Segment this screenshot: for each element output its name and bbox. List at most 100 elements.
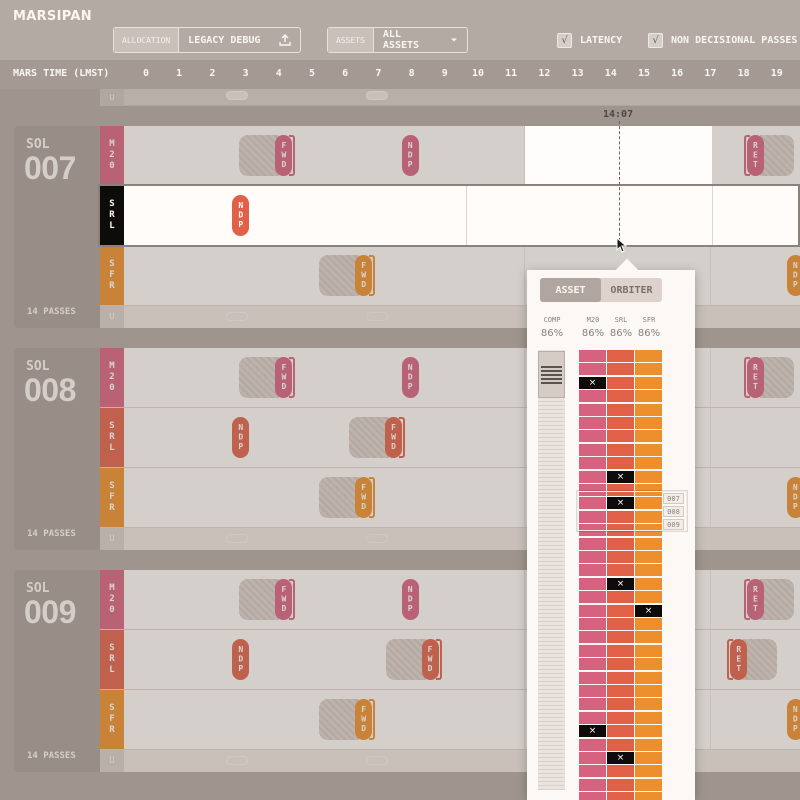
- pass-cell[interactable]: [635, 618, 662, 630]
- pass-cell[interactable]: [607, 604, 634, 617]
- unassigned-lane[interactable]: U: [100, 528, 800, 550]
- pass-cell[interactable]: [607, 390, 634, 403]
- pass-cell[interactable]: [579, 618, 606, 630]
- pass-cell[interactable]: [635, 484, 662, 496]
- pass-cell[interactable]: [635, 658, 662, 671]
- collapse-handle[interactable]: [226, 91, 248, 100]
- unassigned-lane[interactable]: U: [100, 750, 800, 772]
- allocation-selector[interactable]: ALLOCATION LEGACY DEBUG: [113, 27, 301, 53]
- upload-icon[interactable]: [279, 28, 300, 52]
- pass-cell[interactable]: [635, 644, 662, 657]
- pass-cell[interactable]: [607, 457, 634, 470]
- pass-cell[interactable]: [635, 363, 662, 376]
- pass-cell[interactable]: [635, 443, 662, 456]
- pass-cell[interactable]: [607, 376, 634, 389]
- pass-fwd[interactable]: FWD: [355, 255, 373, 296]
- pass-cell[interactable]: [579, 510, 606, 523]
- pass-cell[interactable]: [635, 765, 662, 778]
- pass-ndp[interactable]: NDP: [232, 639, 250, 680]
- pass-cell[interactable]: [607, 671, 634, 684]
- pass-cell[interactable]: [607, 403, 634, 416]
- scroll-thumb[interactable]: [538, 351, 565, 398]
- pass-cell[interactable]: [607, 591, 634, 604]
- pass-fwd[interactable]: FWD: [421, 639, 439, 680]
- lane-m20[interactable]: M20 FWD NDP RET: [100, 348, 800, 408]
- pass-cell[interactable]: [635, 685, 662, 697]
- pass-cell[interactable]: [635, 778, 662, 791]
- pass-cell[interactable]: [579, 765, 606, 778]
- pass-fwd[interactable]: FWD: [275, 357, 293, 398]
- pass-cell[interactable]: [635, 752, 662, 764]
- pass-cell[interactable]: [635, 591, 662, 604]
- collapse-handle[interactable]: [366, 756, 388, 765]
- pass-cell[interactable]: [579, 658, 606, 671]
- lane-sfr[interactable]: SFR FWD NDP: [100, 246, 800, 306]
- pass-cell[interactable]: [635, 376, 662, 389]
- pass-cell[interactable]: [607, 711, 634, 724]
- pass-cell[interactable]: [635, 417, 662, 429]
- lane-srl[interactable]: SRL NDP FWD RET: [100, 630, 800, 690]
- pass-cell[interactable]: [635, 537, 662, 550]
- chevron-down-icon[interactable]: [450, 28, 467, 52]
- pass-cell[interactable]: [579, 577, 606, 590]
- pass-ret[interactable]: RET: [730, 639, 748, 680]
- pass-cell[interactable]: [635, 711, 662, 724]
- pass-cell[interactable]: [607, 765, 634, 778]
- failed-pass-cell[interactable]: ×: [607, 752, 634, 764]
- pass-cell[interactable]: [607, 698, 634, 711]
- pass-cell[interactable]: [579, 644, 606, 657]
- collapse-handle[interactable]: [366, 91, 388, 100]
- pass-cell[interactable]: [607, 350, 634, 362]
- pass-cell[interactable]: [607, 417, 634, 429]
- popover-tab-switch[interactable]: ASSET ORBITER: [540, 278, 662, 302]
- pass-ndp[interactable]: NDP: [786, 699, 800, 740]
- pass-cell[interactable]: [635, 725, 662, 738]
- pass-cell[interactable]: [607, 644, 634, 657]
- checkbox-icon[interactable]: √: [648, 33, 663, 48]
- pass-cell[interactable]: [635, 403, 662, 416]
- pass-ndp[interactable]: NDP: [232, 195, 250, 236]
- pass-cell[interactable]: [607, 685, 634, 697]
- pass-cell[interactable]: [635, 564, 662, 577]
- pass-cell[interactable]: [579, 752, 606, 764]
- pass-ndp[interactable]: NDP: [786, 477, 800, 518]
- pass-cell[interactable]: [579, 537, 606, 550]
- pass-cell[interactable]: [607, 792, 634, 800]
- pass-cell[interactable]: [635, 551, 662, 563]
- pass-cell[interactable]: [607, 363, 634, 376]
- unassigned-lane[interactable]: U: [100, 306, 800, 328]
- pass-fwd[interactable]: FWD: [355, 477, 373, 518]
- pass-fwd[interactable]: FWD: [275, 579, 293, 620]
- pass-cell[interactable]: [579, 711, 606, 724]
- pass-cell[interactable]: [635, 792, 662, 800]
- pass-cell[interactable]: [579, 457, 606, 470]
- pass-cell[interactable]: [635, 671, 662, 684]
- pass-cell[interactable]: [607, 564, 634, 577]
- pass-cell[interactable]: [579, 363, 606, 376]
- pass-cell[interactable]: [635, 457, 662, 470]
- pass-cell[interactable]: [579, 350, 606, 362]
- collapse-handle[interactable]: [226, 534, 248, 543]
- pass-cell[interactable]: [579, 778, 606, 791]
- pass-ndp[interactable]: NDP: [401, 357, 419, 398]
- tab-orbiter[interactable]: ORBITER: [610, 284, 653, 296]
- pass-ndp[interactable]: NDP: [232, 417, 250, 458]
- pass-cell[interactable]: [607, 443, 634, 456]
- pass-cell[interactable]: [635, 390, 662, 403]
- lane-m20[interactable]: M20 FWD NDP RET: [100, 570, 800, 630]
- failed-pass-cell[interactable]: ×: [579, 376, 606, 389]
- pass-cell[interactable]: [607, 510, 634, 523]
- pass-cell[interactable]: [607, 631, 634, 644]
- lane-sfr[interactable]: SFR FWD NDP: [100, 690, 800, 750]
- pass-cell[interactable]: [579, 671, 606, 684]
- selected-lane-srl-007[interactable]: SRL NDP: [98, 184, 800, 247]
- pass-ndp[interactable]: NDP: [786, 255, 800, 296]
- pass-ret[interactable]: RET: [746, 579, 764, 620]
- pass-cell[interactable]: [579, 685, 606, 697]
- collapse-handle[interactable]: [226, 756, 248, 765]
- failed-pass-cell[interactable]: ×: [635, 604, 662, 617]
- pass-cell[interactable]: [579, 564, 606, 577]
- pass-cell[interactable]: [607, 725, 634, 738]
- failed-pass-cell[interactable]: ×: [607, 497, 634, 510]
- pass-cell[interactable]: [635, 510, 662, 523]
